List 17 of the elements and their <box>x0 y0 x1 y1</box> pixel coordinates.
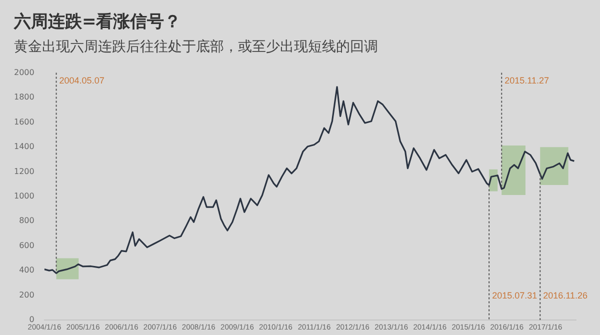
y-tick-label: 0 <box>29 315 34 324</box>
ref-line-label: 2016.11.26 <box>543 290 588 300</box>
y-tick-label: 600 <box>19 240 34 250</box>
y-tick-label: 800 <box>19 216 34 226</box>
ref-line-label: 2015.11.27 <box>504 75 550 86</box>
y-tick-label: 1400 <box>14 142 34 152</box>
chart-title: 六周连跌=看涨信号？ <box>12 11 182 34</box>
y-tick-label: 2000 <box>14 68 34 77</box>
y-tick-label: 1000 <box>14 191 34 200</box>
chart-subtitle: 黄金出现六周连跌后往往处于底部，或至少出现短线的回调 <box>13 38 379 57</box>
y-tick-label: 200 <box>19 290 34 300</box>
ref-line-label: 2015.07.31 <box>492 290 538 300</box>
y-tick-label: 1600 <box>14 117 34 126</box>
y-tick-label: 1200 <box>14 166 34 176</box>
y-tick-label: 1800 <box>14 92 34 102</box>
ref-line-label: 2004.05.07 <box>59 75 104 86</box>
y-tick-label: 400 <box>19 266 34 275</box>
